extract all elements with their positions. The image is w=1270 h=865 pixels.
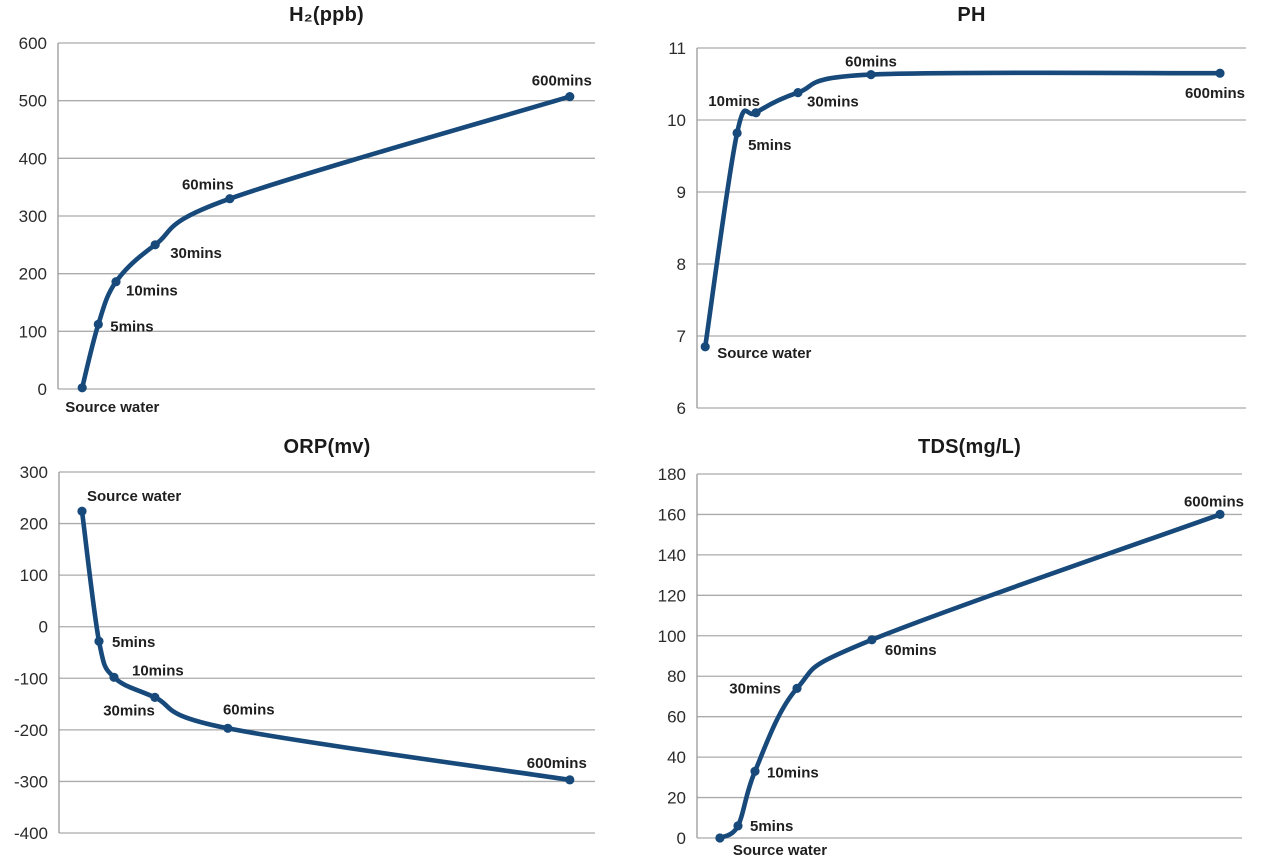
data-point-marker xyxy=(93,319,103,329)
y-tick-label: 0 xyxy=(677,829,686,848)
y-tick-label: 300 xyxy=(19,207,47,226)
y-tick-label: 40 xyxy=(667,748,686,767)
chart-svg-h2: 600 500 400 300 200 100 0 Source water 5mins 10mi… xyxy=(19,34,595,416)
data-point-marker xyxy=(565,92,575,102)
y-tick-label: 200 xyxy=(20,515,48,534)
chart-orp: ORP(mv) 300 200 100 0 -100 -200 -300 -400 Source… xyxy=(0,432,635,865)
chart-tds: TDS(mg/L) 180 160 140 120 100 80 60 40 20 0 Source… xyxy=(635,432,1270,865)
data-point-label: 10mins xyxy=(132,662,184,679)
y-tick-label: 0 xyxy=(38,380,47,399)
data-point-label: 10mins xyxy=(126,283,178,300)
data-point-label: 30mins xyxy=(103,702,155,719)
data-point-marker xyxy=(793,88,803,98)
y-tick-label: 100 xyxy=(19,322,47,341)
data-point-label: 30mins xyxy=(170,245,222,262)
y-tick-label: 100 xyxy=(658,627,686,646)
y-tick-label: 140 xyxy=(658,546,686,565)
data-point-label: Source water xyxy=(87,488,181,505)
y-tick-label: 500 xyxy=(19,92,47,111)
data-point-marker xyxy=(77,506,87,516)
y-tick-label: 120 xyxy=(658,586,686,605)
data-point-marker xyxy=(223,723,233,733)
data-point-label: 10mins xyxy=(767,764,819,781)
data-point-marker xyxy=(715,833,725,843)
y-tick-label: 6 xyxy=(677,399,686,418)
y-tick-label: 8 xyxy=(677,255,686,274)
data-point-marker xyxy=(866,70,876,80)
data-point-marker xyxy=(111,277,121,287)
chart-svg-ph: 11 10 9 8 7 6 Source water 5mins 10mins 30mins 60m… xyxy=(667,39,1246,418)
y-tick-label: -300 xyxy=(14,772,48,791)
data-point-label: Source water xyxy=(717,345,811,362)
data-point-marker xyxy=(1215,509,1225,519)
data-point-label: 60mins xyxy=(182,177,234,194)
data-point-marker xyxy=(150,240,160,250)
data-point-label: 60mins xyxy=(845,54,897,71)
data-point-marker xyxy=(565,775,575,785)
data-point-label: 600mins xyxy=(532,73,592,90)
series-line xyxy=(702,70,1223,350)
y-tick-label: 9 xyxy=(677,183,686,202)
y-tick-label: 200 xyxy=(19,265,47,284)
data-point-marker xyxy=(150,692,160,702)
chart-ph: PH 11 10 9 8 7 6 Source water 5mins 10mins 30mins… xyxy=(635,0,1270,432)
chart-title-ph: PH xyxy=(957,4,986,26)
data-point-marker xyxy=(1215,68,1225,78)
chart-svg-orp: 300 200 100 0 -100 -200 -300 -400 Source water 5m… xyxy=(14,463,595,843)
data-point-label: 5mins xyxy=(110,318,153,335)
y-tick-label: 160 xyxy=(658,505,686,524)
data-point-label: Source water xyxy=(733,842,827,859)
data-point-marker xyxy=(792,683,802,693)
y-tick-label: 20 xyxy=(667,789,686,808)
data-point-label: 5mins xyxy=(112,634,155,651)
chart-svg-tds: 180 160 140 120 100 80 60 40 20 0 Source water 5min… xyxy=(658,465,1244,859)
data-point-marker xyxy=(700,342,710,352)
data-point-label: 600mins xyxy=(527,755,587,772)
chart-title-h2: H₂(ppb) xyxy=(289,4,364,26)
data-point-label: 30mins xyxy=(729,680,781,697)
y-tick-label: 0 xyxy=(39,618,48,637)
data-point-label: 10mins xyxy=(708,93,760,110)
y-tick-label: 300 xyxy=(20,463,48,482)
data-point-label: 600mins xyxy=(1185,85,1245,102)
y-tick-label: 180 xyxy=(658,465,686,484)
chart-title-orp: ORP(mv) xyxy=(283,436,371,458)
data-point-label: 5mins xyxy=(750,818,793,835)
y-tick-label: 80 xyxy=(667,667,686,686)
data-point-marker xyxy=(77,383,87,393)
data-point-marker xyxy=(750,766,760,776)
y-tick-label: -100 xyxy=(14,669,48,688)
data-point-label: 5mins xyxy=(748,137,791,154)
y-tick-label: 60 xyxy=(667,708,686,727)
y-tick-label: 11 xyxy=(668,39,686,58)
chart-title-tds: TDS(mg/L) xyxy=(918,436,1021,458)
y-tick-label: 7 xyxy=(677,327,686,346)
data-point-label: 60mins xyxy=(223,701,275,718)
data-point-marker xyxy=(225,194,235,204)
data-point-label: 600mins xyxy=(1184,493,1244,510)
y-tick-label: 400 xyxy=(19,149,47,168)
data-point-label: 60mins xyxy=(885,642,937,659)
data-point-marker xyxy=(732,128,742,138)
data-point-label: 30mins xyxy=(807,94,859,111)
data-point-marker xyxy=(109,672,119,682)
y-tick-label: 100 xyxy=(20,566,48,585)
y-tick-label: 10 xyxy=(667,111,686,130)
data-point-marker xyxy=(751,108,761,118)
chart-h2-ppb: H₂(ppb) 600 500 400 300 200 100 0 Source water 5… xyxy=(0,0,635,432)
y-tick-label: -400 xyxy=(14,824,48,843)
y-tick-label: 600 xyxy=(19,34,47,53)
data-point-marker xyxy=(733,821,743,831)
data-point-marker xyxy=(94,636,104,646)
data-point-label: Source water xyxy=(65,399,159,416)
y-tick-label: -200 xyxy=(14,721,48,740)
data-point-marker xyxy=(867,635,877,645)
